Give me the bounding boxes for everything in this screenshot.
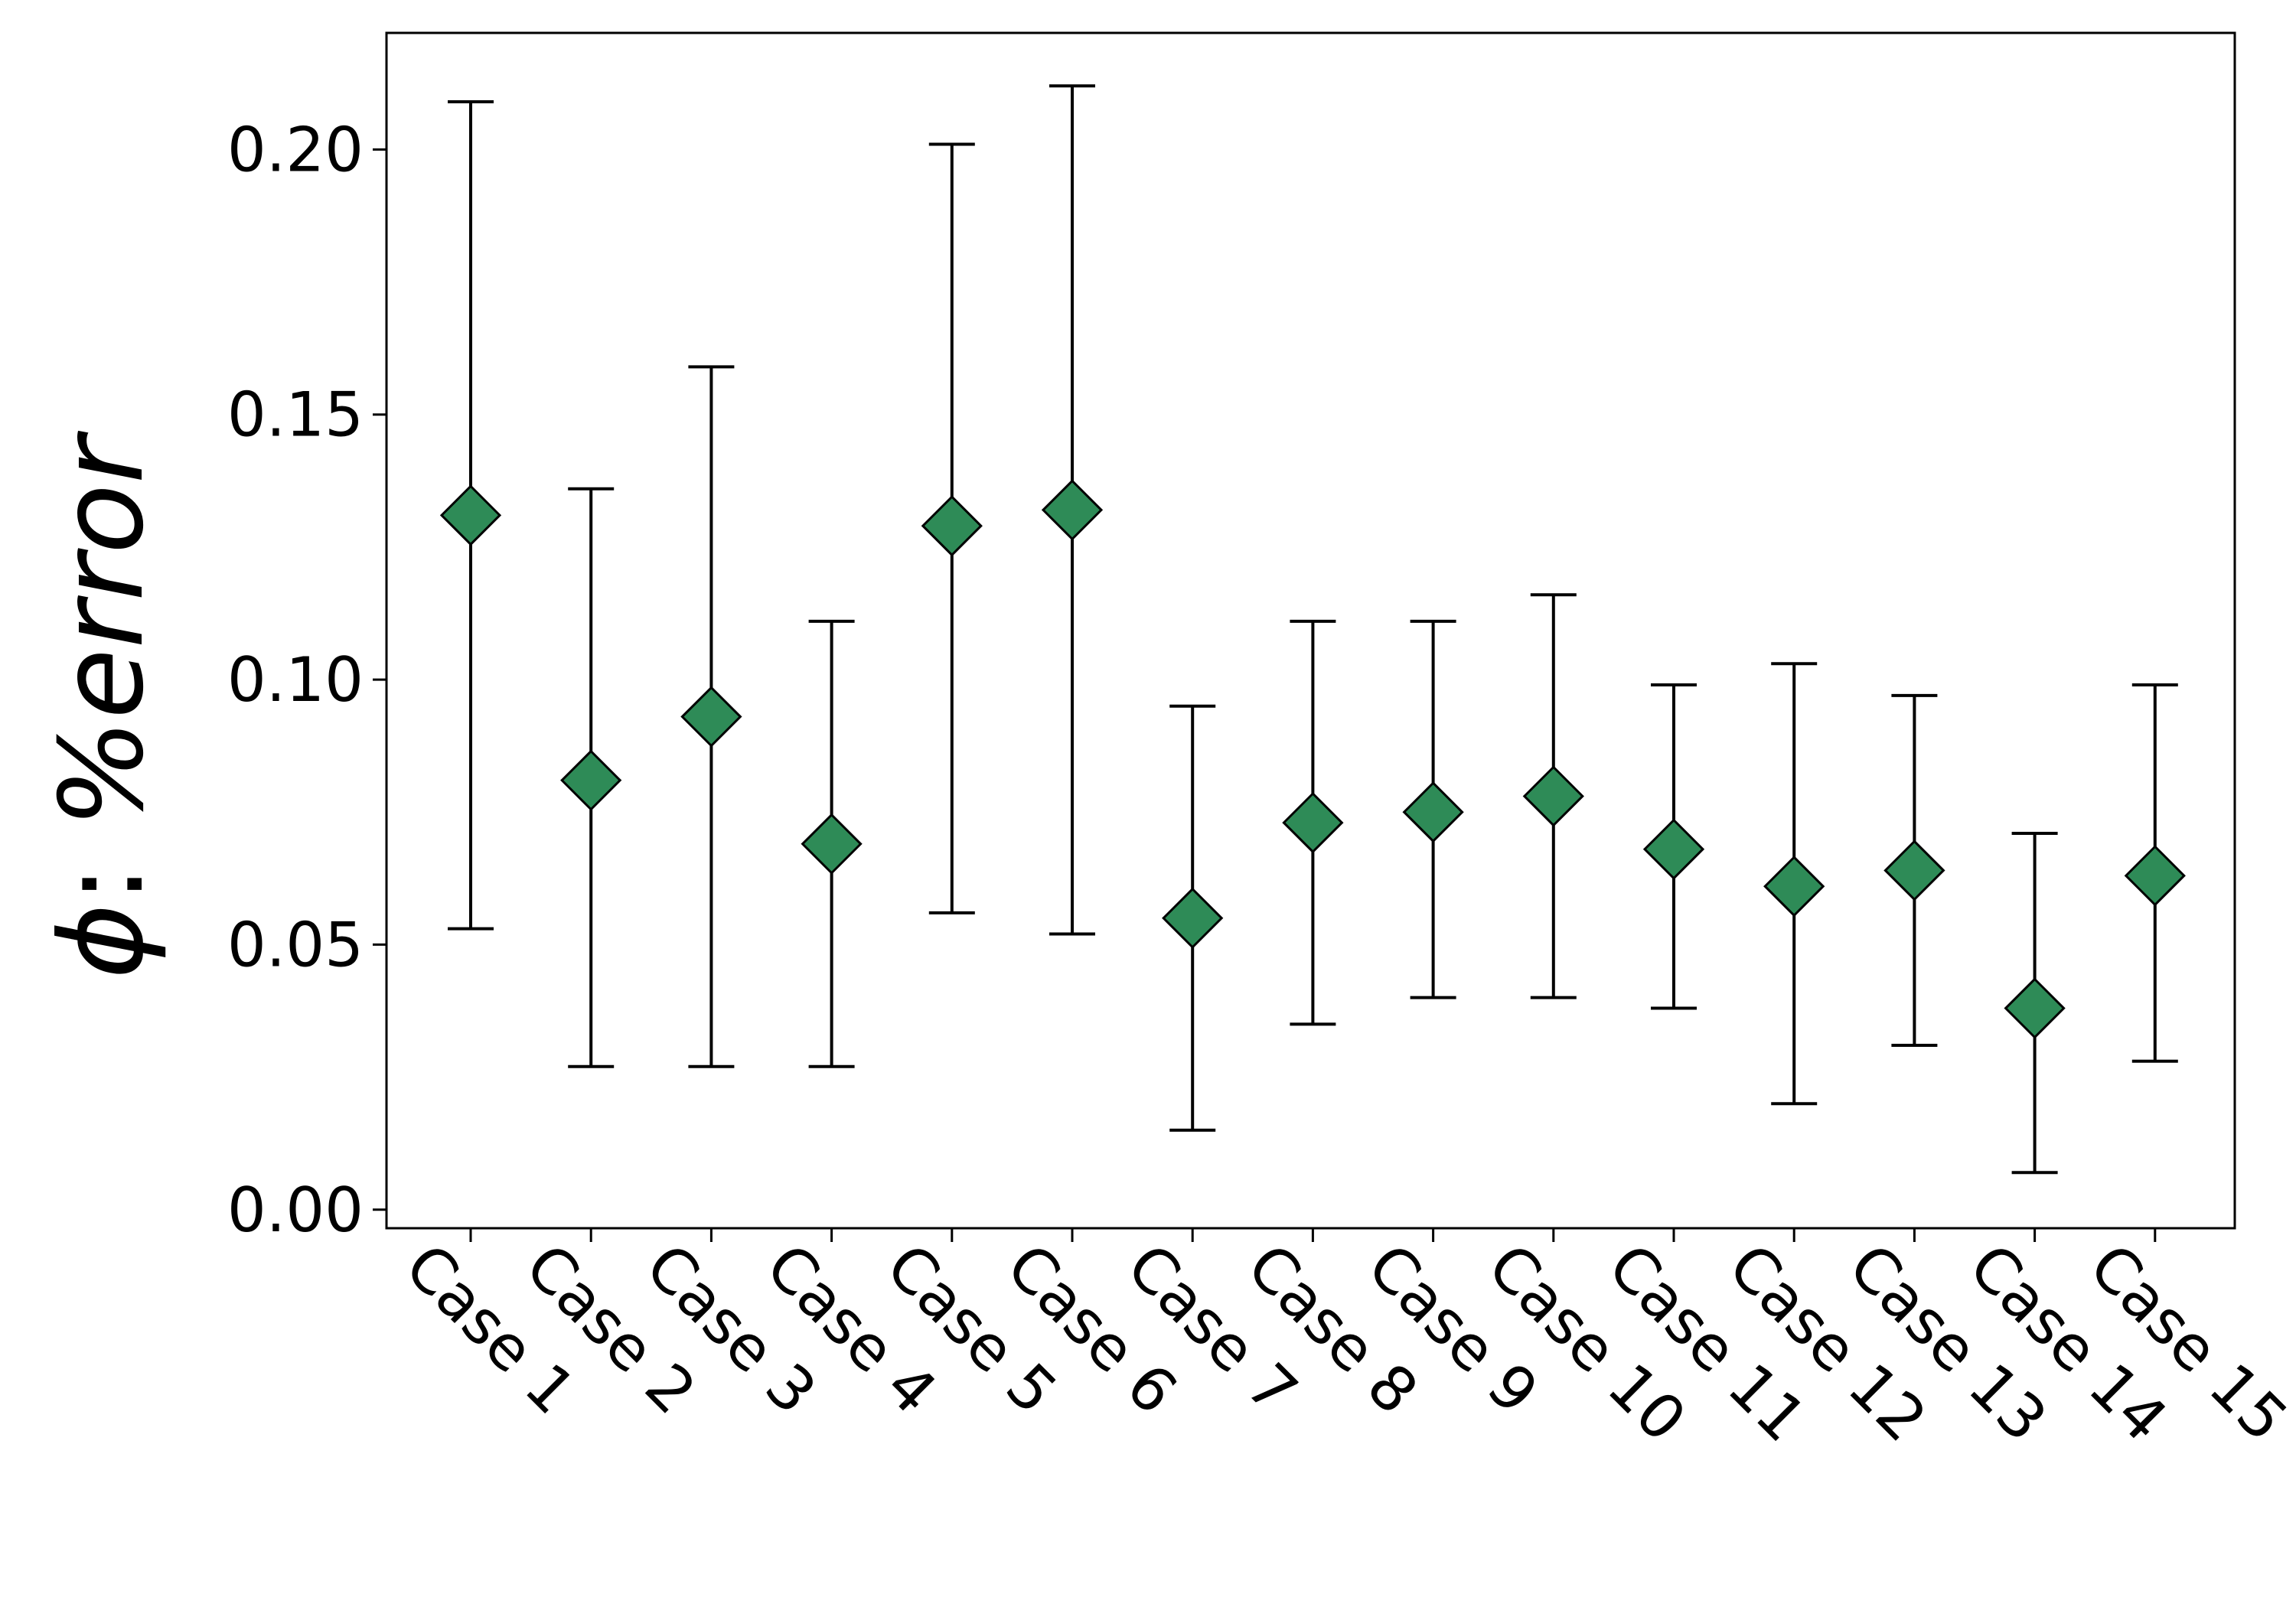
y-axis-label-symbol: ϕ — [36, 903, 169, 979]
plot-area — [439, 84, 2186, 1175]
y-axis-label-rest: %error — [36, 430, 169, 828]
data-point-marker — [1642, 818, 1705, 880]
data-point-marker — [2004, 977, 2066, 1039]
plot-frame — [385, 31, 2236, 1230]
y-axis-label: ϕ: %error — [36, 430, 169, 979]
data-point-marker — [680, 686, 742, 748]
data-point-marker — [1041, 479, 1104, 541]
y-tick-label: 0.10 — [227, 644, 364, 715]
y-axis-label-separator: : — [36, 828, 169, 903]
data-point-marker — [1282, 791, 1344, 854]
data-point-marker — [1883, 839, 1945, 901]
data-point-marker — [560, 749, 622, 811]
data-point-marker — [439, 484, 502, 546]
data-point-marker — [921, 495, 983, 557]
y-tick-label: 0.00 — [227, 1175, 364, 1246]
data-point-marker — [2124, 845, 2186, 907]
y-tick-label: 0.05 — [227, 909, 364, 980]
data-point-marker — [1522, 765, 1584, 827]
data-point-marker — [1763, 856, 1825, 918]
data-point-marker — [1162, 887, 1224, 949]
y-tick-label: 0.20 — [227, 114, 364, 185]
data-point-marker — [1402, 781, 1464, 843]
data-point-marker — [801, 813, 863, 875]
y-tick-label: 0.15 — [227, 380, 364, 451]
